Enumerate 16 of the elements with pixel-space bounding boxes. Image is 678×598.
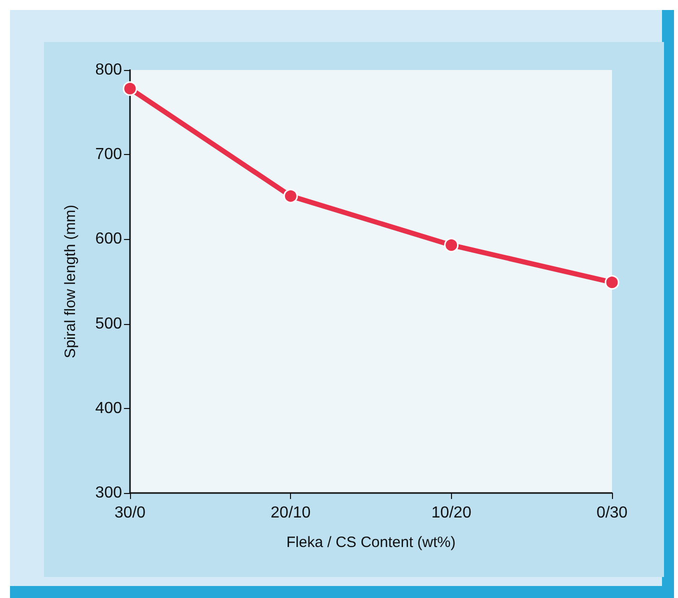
y-tick-label: 500 — [95, 315, 122, 332]
y-axis-title: Spiral flow length (mm) — [62, 204, 79, 358]
point — [604, 275, 620, 290]
y-tick-label: 700 — [95, 146, 122, 164]
x-tick-label: 0/30 — [596, 504, 628, 522]
x-tick-label: 10/20 — [431, 504, 472, 522]
point — [122, 81, 138, 96]
y-tick-label: 800 — [95, 62, 122, 78]
x-axis-title: Fleka / CS Content (wt%) — [286, 534, 456, 551]
point — [444, 238, 459, 252]
x-tick-label: 30/0 — [114, 504, 146, 522]
point — [283, 188, 298, 204]
y-tick-label: 300 — [95, 484, 122, 502]
y-tick-label: 600 — [95, 230, 122, 248]
y-tick-label: 400 — [95, 400, 122, 417]
x-tick-label: 20/10 — [270, 504, 311, 522]
